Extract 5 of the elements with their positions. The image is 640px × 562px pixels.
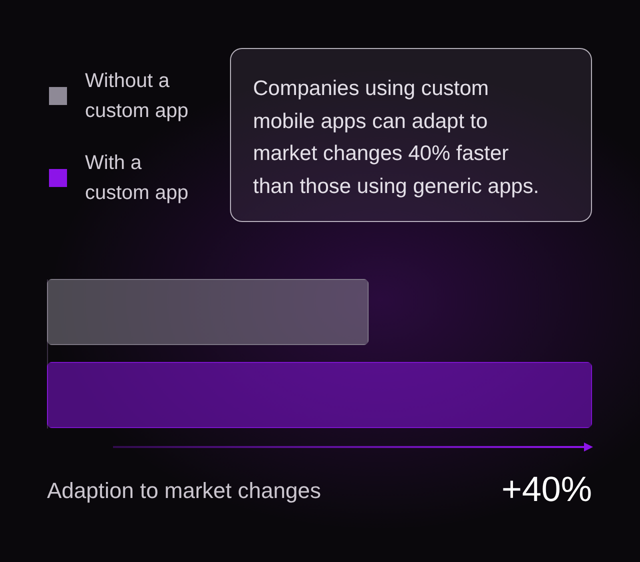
x-axis-title: Adaption to market changes xyxy=(47,477,321,505)
legend-label: With a custom app xyxy=(85,152,188,204)
legend-label: Without a custom app xyxy=(85,70,188,122)
text: +40% xyxy=(502,469,592,511)
text: Companies using custom mobile apps can adapt to market changes 40% faster than those using generic apps. xyxy=(230,48,592,222)
